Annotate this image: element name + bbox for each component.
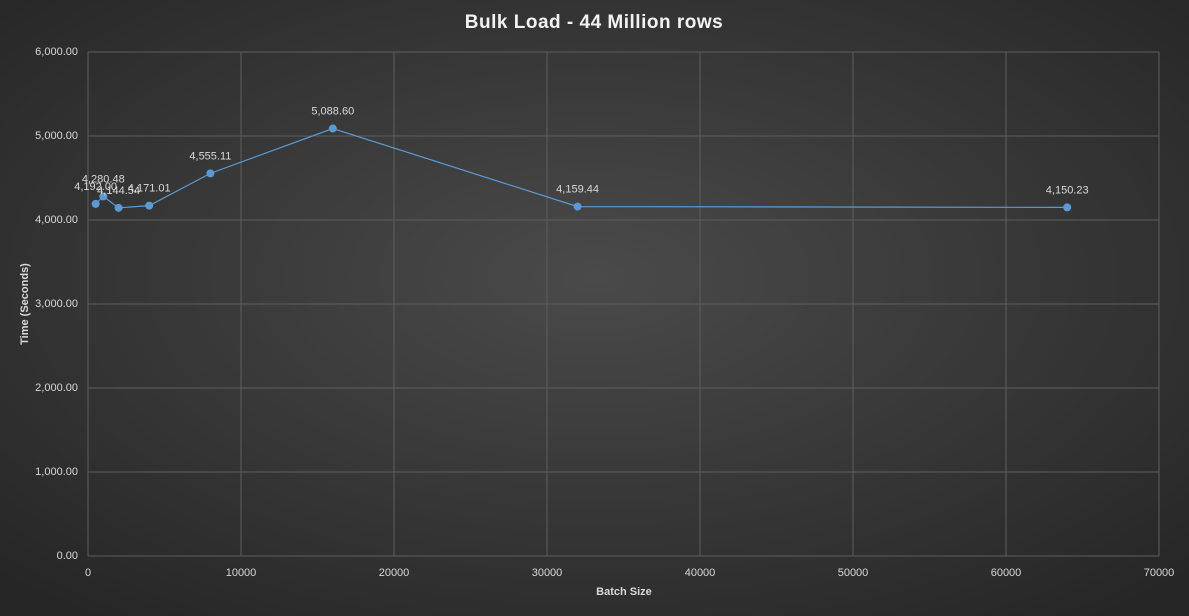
data-label: 4,280.48	[82, 173, 125, 185]
data-point	[573, 202, 582, 211]
data-point	[91, 199, 100, 208]
y-tick-label: 4,000.00	[35, 214, 78, 226]
x-tick-label: 60000	[991, 567, 1022, 579]
y-tick-label: 0.00	[57, 550, 78, 562]
data-point	[206, 169, 215, 178]
data-label: 4,159.44	[556, 184, 599, 196]
data-label: 4,192.00	[74, 181, 117, 193]
y-tick-label: 5,000.00	[35, 130, 78, 142]
x-tick-label: 70000	[1144, 567, 1175, 579]
data-label: 4,150.23	[1046, 184, 1089, 196]
data-point	[99, 192, 108, 201]
data-label: 4,144.54	[97, 185, 140, 197]
x-tick-label: 30000	[532, 567, 563, 579]
x-tick-label: 0	[85, 567, 91, 579]
x-tick-label: 10000	[226, 567, 257, 579]
y-tick-label: 3,000.00	[35, 298, 78, 310]
data-point	[145, 201, 154, 210]
y-tick-label: 2,000.00	[35, 382, 78, 394]
data-label: 4,171.01	[128, 183, 171, 195]
y-axis-label: Time (Seconds)	[19, 263, 31, 345]
data-point	[328, 124, 337, 133]
y-tick-label: 6,000.00	[35, 46, 78, 58]
x-tick-label: 50000	[838, 567, 869, 579]
x-axis-label: Batch Size	[596, 586, 652, 598]
x-tick-label: 40000	[685, 567, 716, 579]
data-point	[1063, 203, 1072, 212]
y-tick-label: 1,000.00	[35, 466, 78, 478]
data-point	[114, 203, 123, 212]
x-tick-label: 20000	[379, 567, 410, 579]
data-label: 5,088.60	[311, 105, 354, 117]
chart-title: Bulk Load - 44 Million rows	[465, 12, 723, 33]
data-label: 4,555.11	[189, 150, 231, 162]
